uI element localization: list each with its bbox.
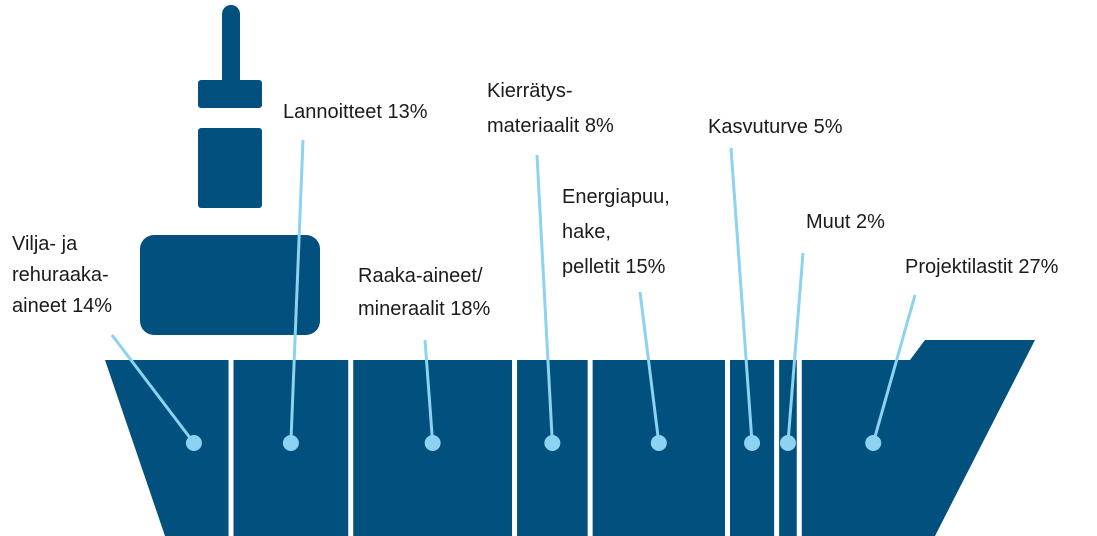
- value-label: 15%: [625, 256, 665, 278]
- leader-dot: [425, 435, 441, 451]
- label-line: hake,: [562, 221, 611, 243]
- value-label: 13%: [388, 101, 428, 123]
- category-label: Kasvuturve 5%: [708, 116, 843, 138]
- leader-dot: [186, 435, 202, 451]
- value-label: 5%: [814, 116, 843, 138]
- leader-dot: [865, 435, 881, 451]
- label-line: materiaalit: [487, 115, 580, 137]
- label-line: Projektilastit: [905, 256, 1013, 278]
- label-line: rehuraaka-: [12, 264, 109, 286]
- label-line: aineet: [12, 295, 67, 317]
- category-label: Projektilastit 27%: [905, 256, 1059, 278]
- value-label: 18%: [450, 298, 490, 320]
- leader-dot: [780, 435, 796, 451]
- superstructure: [140, 5, 320, 335]
- leader-dot: [744, 435, 760, 451]
- label-line: Muut: [806, 211, 851, 233]
- category-label: Kierrätys-materiaalit 8%: [487, 80, 614, 137]
- deckhouse: [140, 235, 320, 335]
- category-label: Muut 2%: [806, 211, 885, 233]
- category-label: Raaka-aineet/mineraalit 18%: [358, 265, 491, 320]
- mast-cap: [198, 80, 262, 108]
- chart: Vilja- ja rehuraaka-aineet 14% Lannoitteet…: [0, 0, 1097, 536]
- label-line: Energiapuu,: [562, 186, 670, 208]
- leader-dot: [544, 435, 560, 451]
- label-line: pelletit: [562, 256, 620, 278]
- value-label: 14%: [72, 295, 112, 317]
- category-label: Energiapuu, hake, pelletit 15%: [562, 186, 670, 278]
- funnel: [198, 128, 262, 208]
- label-line: Vilja- ja: [12, 233, 78, 255]
- segment: [105, 330, 229, 536]
- label-line: Kasvuturve: [708, 116, 808, 138]
- value-label: 2%: [856, 211, 885, 233]
- hull: [105, 330, 1040, 536]
- leader-dot: [283, 435, 299, 451]
- label-line: Raaka-aineet/: [358, 265, 483, 287]
- label-line: mineraalit: [358, 298, 445, 320]
- leader-dot: [651, 435, 667, 451]
- value-label: 8%: [585, 115, 614, 137]
- label-line: Lannoitteet: [283, 101, 382, 123]
- label-line: Kierrätys-: [487, 80, 573, 102]
- value-label: 27%: [1018, 256, 1058, 278]
- category-label: Vilja- ja rehuraaka-aineet 14%: [12, 233, 112, 317]
- segment: [802, 330, 1040, 536]
- category-label: Lannoitteet 13%: [283, 101, 428, 123]
